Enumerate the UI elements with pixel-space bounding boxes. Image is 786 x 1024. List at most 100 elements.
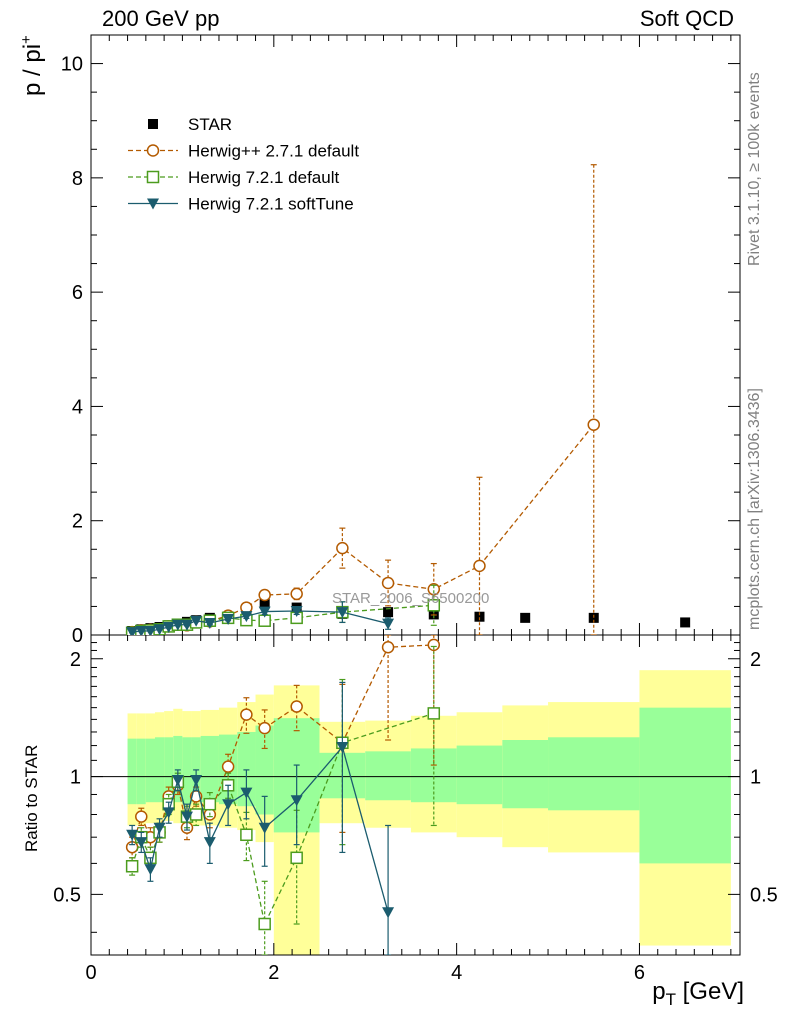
data-point: [125, 859, 139, 873]
y-tick-label: 0: [72, 625, 83, 647]
inner-band-bin: [136, 738, 146, 805]
data-point: [171, 774, 184, 786]
data-point: [473, 559, 486, 573]
inner-band-bin: [548, 737, 640, 811]
star-data-point: [259, 598, 270, 609]
y-tick-label: 10: [61, 54, 83, 76]
data-point: [144, 864, 157, 876]
data-point: [203, 797, 217, 811]
star-data-point: [474, 611, 485, 622]
data-point: [222, 799, 235, 811]
inner-band-bin: [200, 735, 219, 803]
star-data-point: [680, 617, 691, 628]
data-point: [427, 583, 441, 596]
data-point: [258, 822, 271, 834]
main-plot-area: [125, 164, 691, 635]
inner-band-bin: [164, 737, 174, 801]
data-point: [427, 707, 441, 720]
data-point: [290, 700, 303, 713]
category-label: Soft QCD: [639, 6, 734, 31]
x-tick-label: 2: [268, 962, 279, 984]
inner-band-bin: [456, 745, 503, 805]
data-point: [203, 618, 216, 629]
data-point: [180, 619, 193, 631]
inner-band-bin: [502, 740, 549, 809]
data-point: [162, 622, 175, 633]
data-point: [381, 641, 395, 654]
inner-band-bin: [173, 735, 183, 803]
data-point: [290, 606, 303, 617]
data-point: [258, 721, 271, 735]
data-point: [153, 822, 166, 834]
data-point: [153, 624, 166, 635]
data-point: [135, 837, 148, 849]
legend-marker: [146, 170, 160, 184]
collision-label: 200 GeV pp: [102, 6, 220, 31]
inner-band-bin: [255, 725, 274, 815]
data-point: [290, 851, 303, 865]
x-tick-label: 0: [85, 962, 96, 984]
data-point: [336, 541, 349, 555]
data-point: [382, 618, 395, 630]
inner-band-bin: [154, 737, 165, 803]
data-point: [162, 807, 175, 819]
star-data-point: [520, 612, 531, 623]
data-point: [171, 619, 184, 631]
y-tick-label: 6: [72, 282, 83, 304]
legend-label: STAR: [188, 115, 232, 134]
data-point: [126, 829, 139, 841]
inner-band-bin: [182, 737, 192, 805]
data-point: [336, 607, 349, 619]
ratio-plot-area: [125, 635, 441, 955]
data-point: [144, 626, 157, 635]
star-data-point: [383, 607, 394, 618]
data-series: [125, 164, 691, 955]
data-point: [427, 638, 441, 652]
data-point: [258, 588, 271, 602]
rivet-version-label: Rivet 3.1.10, ≥ 100k events: [746, 72, 763, 266]
ratio-y-tick-label: 2: [70, 649, 81, 671]
ratio-y-tick-label: 1: [70, 767, 81, 789]
data-point: [336, 742, 349, 753]
ratio-y-tick-label-right: 2: [750, 649, 761, 671]
data-point: [381, 576, 395, 590]
data-point: [135, 810, 148, 823]
inner-band-bin: [145, 738, 155, 803]
x-axis-label: pT [GeV]: [652, 978, 744, 1009]
data-point: [258, 917, 271, 931]
x-tick-label: 6: [634, 962, 645, 984]
star-data-point: [588, 612, 599, 623]
source-label: mcplots.cern.ch [arXiv:1306.3436]: [746, 388, 763, 630]
inner-band-bin: [365, 751, 411, 801]
data-point: [222, 614, 235, 625]
data-point: [290, 587, 303, 601]
data-point: [190, 774, 203, 786]
data-point: [240, 708, 253, 721]
ratio-y-tick-label: 0.5: [53, 884, 81, 906]
data-point: [382, 907, 395, 919]
data-point: [190, 615, 203, 627]
y-tick-label: 4: [72, 396, 83, 418]
inner-band-bin: [639, 707, 731, 864]
data-point: [240, 828, 253, 842]
data-point: [180, 811, 193, 823]
data-point: [221, 760, 235, 773]
data-point: [240, 787, 253, 799]
data-point: [126, 627, 139, 635]
data-point: [240, 611, 253, 623]
ratio-y-tick-label-right: 0.5: [750, 884, 778, 906]
data-point: [587, 418, 600, 431]
data-point: [427, 599, 441, 612]
data-point: [135, 626, 148, 635]
ratio-y-tick-label-right: 1: [750, 767, 761, 789]
analysis-watermark: STAR_2006_S6500200: [332, 590, 490, 607]
data-point: [189, 808, 203, 821]
legend-marker: [148, 119, 158, 129]
legend-label: Herwig++ 2.7.1 default: [188, 142, 359, 161]
legend-label: Herwig 7.2.1 default: [188, 168, 339, 187]
x-tick-label: 4: [451, 962, 462, 984]
legend-label: Herwig 7.2.1 softTune: [188, 195, 354, 214]
y-tick-label: 8: [72, 168, 83, 190]
